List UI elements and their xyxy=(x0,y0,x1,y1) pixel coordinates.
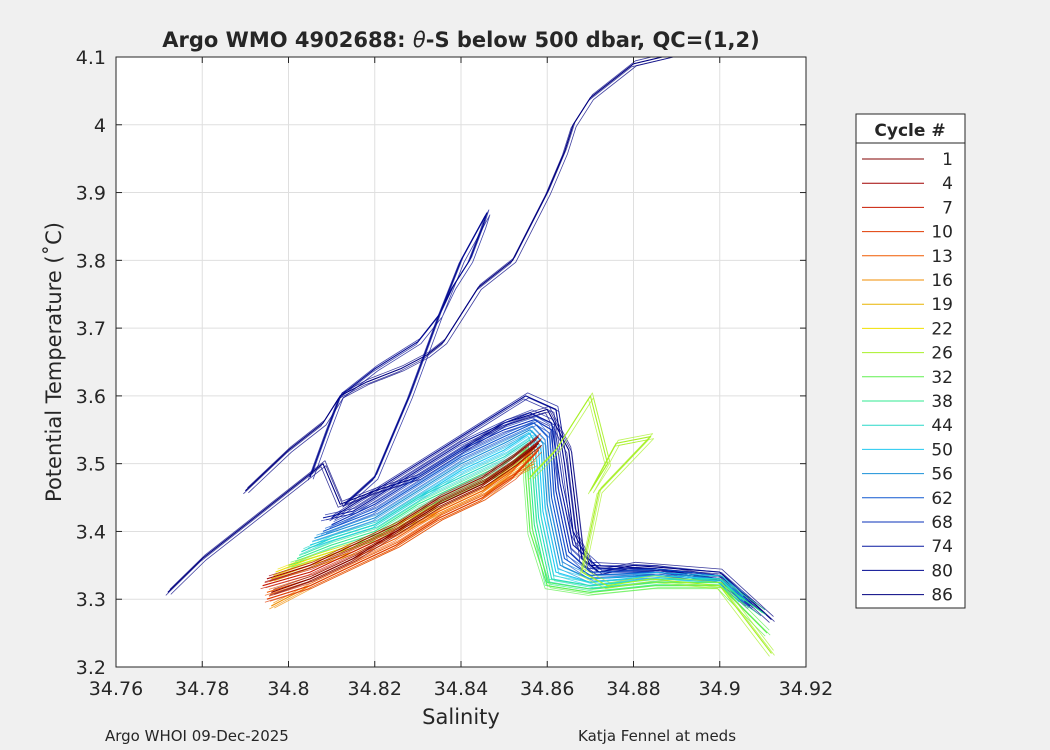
y-tick-label: 3.9 xyxy=(76,183,106,205)
series-line-cycle-1-variant xyxy=(273,439,541,590)
legend-box xyxy=(855,113,966,609)
series-line-cycle-80-variant xyxy=(334,397,767,616)
y-tick-label: 3.4 xyxy=(76,521,106,543)
legend: Cycle # 1 4 7 10 13 16 19 22 26 32 38 44 50 56 62 68 74 8… xyxy=(855,113,966,609)
chart-title-suffix: -S below 500 dbar, QC=(1,2) xyxy=(426,28,760,52)
series-line-cycle-10-variant xyxy=(268,446,541,597)
series-line-cycle-80 xyxy=(331,395,764,614)
series-line-cycle-80-variant xyxy=(329,398,762,617)
series-line-cycle-4-variant xyxy=(268,433,541,577)
legend-entry-label: 10 xyxy=(931,223,953,243)
legend-entries: 1 4 7 10 13 16 19 22 26 32 38 44 50 56 62 68 74 80 86 xyxy=(862,150,953,606)
series-line-cycle-82-variant xyxy=(307,215,486,508)
y-tick-label: 4 xyxy=(94,115,106,137)
legend-entry-label: 44 xyxy=(931,416,953,436)
series-line-cycle-82-variant xyxy=(312,214,491,507)
series-line-cycle-4-variant xyxy=(264,439,537,583)
y-tick-label: 3.7 xyxy=(76,318,106,340)
series-line-cycle-1-variant xyxy=(269,445,537,596)
series-line-cycle-80-variant xyxy=(333,392,766,611)
legend-entry-label: 74 xyxy=(931,537,953,557)
series-line-cycle-84-variant xyxy=(243,57,675,495)
legend-entry-label: 7 xyxy=(942,198,953,218)
x-tick-label: 34.78 xyxy=(175,678,229,700)
series-line-cycle-4 xyxy=(266,436,539,580)
legend-entry-label: 56 xyxy=(931,465,953,485)
series-line-cycle-10-variant xyxy=(269,451,542,602)
legend-entry-label: 62 xyxy=(931,489,953,509)
x-tick-label: 34.84 xyxy=(434,678,488,700)
footer-right: Katja Fennel at meds xyxy=(578,727,736,745)
series-line-cycle-84-variant xyxy=(248,57,676,494)
y-tick-label: 3.5 xyxy=(76,454,106,476)
x-tick-label: 34.92 xyxy=(779,678,833,700)
x-axis-label: Salinity xyxy=(422,705,500,729)
chart-title: Argo WMO 4902688: θ-S below 500 dbar, QC… xyxy=(162,28,759,52)
series-line-cycle-10 xyxy=(266,449,539,600)
legend-entry-label: 80 xyxy=(931,561,953,581)
y-tick-label: 4.1 xyxy=(76,47,106,69)
series-line-cycle-74-variant xyxy=(324,409,757,604)
series-line-cycle-62-variant xyxy=(324,419,748,604)
x-tick-label: 34.88 xyxy=(606,678,660,700)
legend-entry-label: 16 xyxy=(931,271,953,291)
y-tick-label: 3.3 xyxy=(76,589,106,611)
series-line-cycle-82-variant xyxy=(311,209,490,502)
y-tick-label: 3.8 xyxy=(76,250,106,272)
legend-entry-label: 86 xyxy=(931,586,953,606)
series-line-cycle-1 xyxy=(271,442,539,593)
x-axis-ticks: 34.76 34.78 34.8 34.82 34.84 34.86 34.88 34.9 34… xyxy=(89,57,833,700)
legend-entry-label: 38 xyxy=(931,392,953,412)
legend-entry-label: 26 xyxy=(931,344,953,364)
y-tick-label: 3.6 xyxy=(76,386,106,408)
x-tick-label: 34.8 xyxy=(267,678,309,700)
x-tick-label: 34.9 xyxy=(699,678,741,700)
x-tick-label: 34.76 xyxy=(89,678,143,700)
series-line-cycle-10-variant xyxy=(264,452,537,603)
y-axis-label: Potential Temperature (˚C) xyxy=(42,222,66,502)
legend-entry-label: 68 xyxy=(931,513,953,533)
series-line-cycle-26-variant xyxy=(532,397,775,656)
series-line-cycle-62-variant xyxy=(325,424,749,609)
x-tick-label: 34.86 xyxy=(520,678,574,700)
y-tick-label: 3.2 xyxy=(76,657,106,679)
legend-entry-label: 1 xyxy=(942,150,953,170)
series-line-cycle-1-variant xyxy=(274,444,542,595)
legend-entry-label: 4 xyxy=(942,174,953,194)
legend-entry-label: 32 xyxy=(931,368,953,388)
legend-entry-label: 19 xyxy=(931,295,953,315)
series-line-cycle-74-variant xyxy=(325,414,758,609)
series-line-cycle-4-variant xyxy=(269,438,542,582)
legend-entry-label: 13 xyxy=(931,247,953,267)
series-line-cycle-62 xyxy=(322,422,746,607)
legend-entry-label: 22 xyxy=(931,319,953,339)
footer-left: Argo WHOI 09-Dec-2025 xyxy=(105,727,289,745)
chart-title-theta: θ xyxy=(413,28,426,52)
chart-title-prefix: Argo WMO 4902688: xyxy=(162,28,413,52)
series-layer xyxy=(165,57,775,657)
x-tick-label: 34.82 xyxy=(348,678,402,700)
legend-entry-label: 50 xyxy=(931,440,953,460)
legend-title: Cycle # xyxy=(874,121,945,141)
y-axis-ticks: 3.2 3.3 3.4 3.5 3.6 3.7 3.8 3.9 4 4.1 xyxy=(76,47,806,679)
